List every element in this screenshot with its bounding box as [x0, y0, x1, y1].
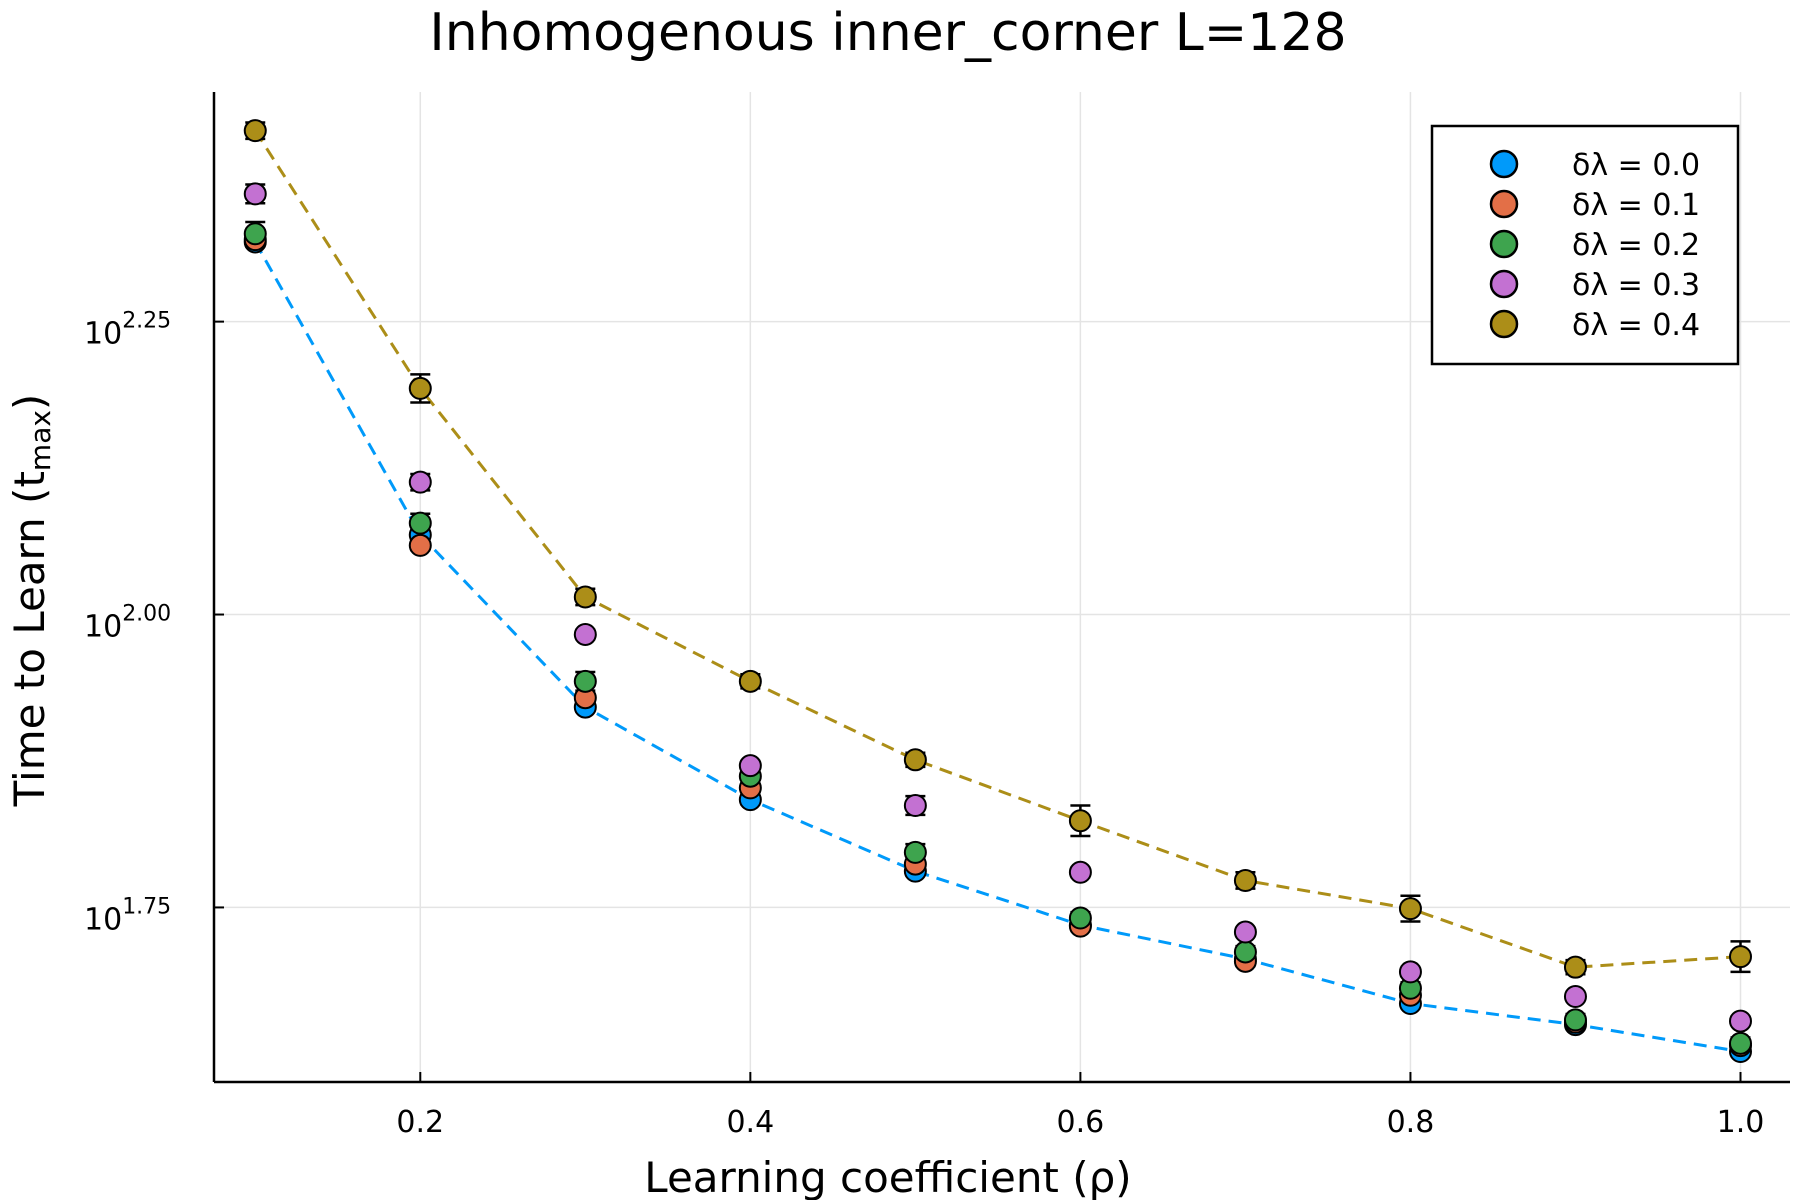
- y-tick-exponent: 2.00: [122, 602, 171, 627]
- legend-label: δλ = 0.4: [1572, 308, 1700, 343]
- series-line: [253, 241, 1741, 1054]
- y-axis-label: Time to Learn (tmax): [5, 394, 57, 808]
- x-tick-label: 0.8: [1387, 1105, 1435, 1140]
- data-point: [1728, 1009, 1752, 1033]
- legend-marker: [1489, 229, 1519, 259]
- y-tick-base: 10: [84, 902, 122, 937]
- y-axis-label-end: ): [5, 394, 54, 410]
- y-tick-label: 102.00: [84, 602, 171, 645]
- legend-marker: [1489, 269, 1519, 299]
- legend-label: δλ = 0.3: [1572, 268, 1700, 303]
- data-point: [1398, 960, 1422, 984]
- chart-title: Inhomogenous inner_corner L=128: [429, 3, 1346, 63]
- data-point: [1563, 984, 1587, 1008]
- y-tick-base: 10: [84, 317, 122, 352]
- x-tick-label: 0.2: [396, 1105, 444, 1140]
- data-point: [903, 840, 927, 864]
- data-points: [243, 119, 1752, 1064]
- data-point: [408, 533, 432, 557]
- data-point: [1233, 940, 1257, 964]
- data-point: [573, 669, 597, 693]
- data-point: [1398, 897, 1422, 921]
- data-point: [243, 182, 267, 206]
- data-point: [408, 376, 432, 400]
- y-tick-label: 102.25: [84, 309, 171, 352]
- data-point: [903, 794, 927, 818]
- legend-box: [1430, 124, 1740, 366]
- y-tick-base: 10: [84, 610, 122, 645]
- legend: δλ = 0.0 δλ = 0.1 δλ = 0.2 δλ = 0.3 δλ = 0.4: [1430, 124, 1740, 366]
- data-point: [1728, 945, 1752, 969]
- legend-label: δλ = 0.2: [1572, 228, 1700, 263]
- data-point: [1563, 955, 1587, 979]
- data-point: [573, 585, 597, 609]
- y-axis-label-main: Time to Learn (t: [5, 471, 54, 807]
- data-point: [408, 511, 432, 535]
- data-point: [903, 748, 927, 772]
- data-point: [243, 119, 267, 143]
- axes: [212, 92, 1790, 1084]
- x-tick-label: 0.6: [1057, 1105, 1105, 1140]
- legend-label: δλ = 0.0: [1572, 148, 1700, 183]
- legend-label: δλ = 0.1: [1572, 188, 1700, 223]
- data-point: [1068, 860, 1092, 884]
- data-point: [408, 470, 432, 494]
- data-point: [243, 222, 267, 246]
- x-tick-label: 1.0: [1717, 1105, 1765, 1140]
- y-tick-label: 101.75: [84, 894, 171, 937]
- data-point: [1233, 920, 1257, 944]
- x-tick-label: 0.4: [726, 1105, 774, 1140]
- data-point: [1563, 1008, 1587, 1032]
- data-point: [738, 754, 762, 778]
- series-lines: [253, 129, 1741, 1054]
- data-point: [1728, 1031, 1752, 1055]
- y-tick-exponent: 2.25: [122, 309, 171, 334]
- y-tick-exponent: 1.75: [122, 894, 171, 919]
- x-axis-label: Learning coefficient (ρ): [644, 1153, 1131, 1200]
- data-point: [1068, 906, 1092, 930]
- legend-marker: [1489, 149, 1519, 179]
- legend-marker: [1489, 189, 1519, 219]
- y-axis-label-subscript: max: [24, 410, 57, 471]
- data-point: [1068, 809, 1092, 833]
- data-point: [573, 622, 597, 646]
- legend-marker: [1489, 309, 1519, 339]
- data-point: [738, 669, 762, 693]
- grid: [214, 92, 1790, 1082]
- data-point: [1233, 868, 1257, 892]
